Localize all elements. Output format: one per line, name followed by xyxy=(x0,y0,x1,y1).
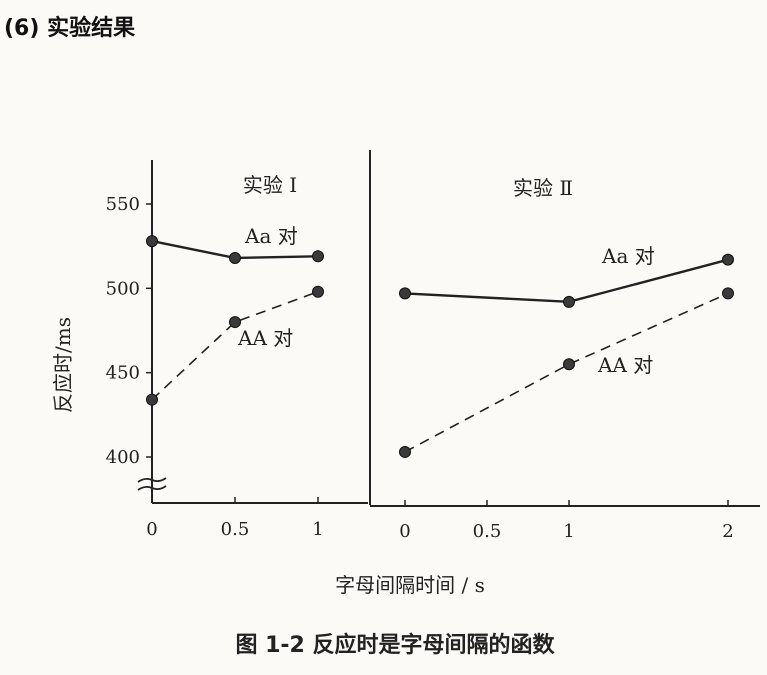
panel-title: 实验 Ⅰ xyxy=(243,173,297,197)
data-point xyxy=(563,295,575,308)
data-point xyxy=(312,285,324,298)
section-heading: (6) 实验结果 xyxy=(4,16,136,41)
data-point xyxy=(146,235,158,248)
series-label: Aa 对 xyxy=(244,224,298,248)
x-tick-label: 2 xyxy=(722,521,733,542)
data-point xyxy=(146,393,158,406)
data-point xyxy=(399,445,411,458)
data-point xyxy=(563,358,575,371)
x-axis-label: 字母间隔时间 / s xyxy=(335,573,485,597)
data-point xyxy=(312,250,324,263)
series-label: Aa 对 xyxy=(601,244,655,268)
y-axis-label: 反应时/ms xyxy=(51,317,75,413)
y-tick-label: 500 xyxy=(106,278,140,299)
x-tick-label: 1 xyxy=(563,521,574,542)
data-point xyxy=(229,316,241,329)
x-tick-label: 0 xyxy=(146,519,157,540)
panel-title: 实验 Ⅱ xyxy=(513,176,573,200)
x-tick-label: 0.5 xyxy=(221,519,250,540)
y-tick-label: 450 xyxy=(106,363,140,384)
axis-break-icon xyxy=(137,477,167,491)
y-tick-label: 550 xyxy=(106,194,140,215)
x-tick-label: 1 xyxy=(312,519,323,540)
x-tick-label: 0 xyxy=(399,521,410,542)
series-line xyxy=(404,258,729,304)
series-label: AA 对 xyxy=(597,353,653,377)
y-tick-label: 400 xyxy=(106,447,140,468)
figure-caption: 图 1-2 反应时是字母间隔的函数 xyxy=(235,632,555,658)
series-line xyxy=(151,290,319,401)
data-point xyxy=(229,251,241,264)
data-point xyxy=(722,253,734,266)
data-point xyxy=(399,287,411,300)
series-label: AA 对 xyxy=(237,326,293,350)
x-tick-label: 0.5 xyxy=(473,521,502,542)
series-line xyxy=(404,292,729,453)
data-point xyxy=(722,287,734,300)
